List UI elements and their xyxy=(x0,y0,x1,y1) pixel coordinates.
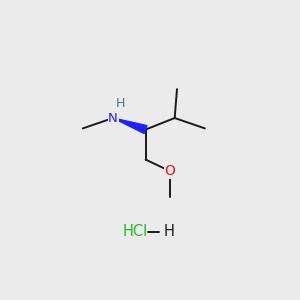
Text: HCl: HCl xyxy=(122,224,148,239)
Text: H: H xyxy=(115,97,125,110)
Text: O: O xyxy=(165,164,176,178)
Polygon shape xyxy=(113,118,147,134)
Text: N: N xyxy=(108,112,118,124)
Text: H: H xyxy=(164,224,174,239)
